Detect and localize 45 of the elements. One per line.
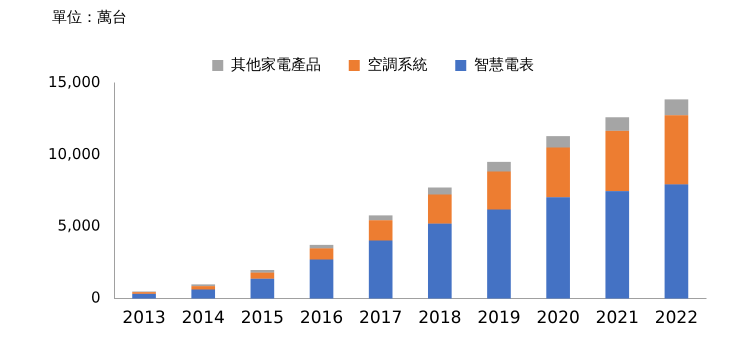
bar: [368, 240, 392, 299]
legend-label: 智慧電表: [474, 55, 534, 74]
bar: [368, 215, 392, 220]
x-tick-label: 2018: [418, 308, 462, 328]
bar: [191, 286, 216, 290]
y-tick-label: 10,000: [48, 144, 100, 163]
x-tick-label: 2016: [300, 308, 344, 328]
bar: [605, 130, 630, 192]
y-tick-label: 0: [90, 288, 100, 306]
legend-label: 其他家電產品: [230, 55, 321, 74]
bar: [250, 278, 274, 299]
bar: [428, 194, 452, 224]
bar: [310, 244, 334, 248]
bar: [487, 162, 511, 172]
y-tick-label: 5,000: [58, 216, 100, 235]
x-tick-label: 2022: [654, 308, 698, 328]
bar: [428, 187, 452, 195]
x-tick-label: 2020: [536, 308, 580, 328]
x-tick-label: 2019: [477, 308, 521, 328]
legend-label: 空調系統: [367, 55, 428, 74]
bar: [664, 99, 688, 116]
x-tick-label: 2014: [182, 308, 225, 328]
bar: [546, 197, 570, 299]
bar: [310, 260, 334, 299]
bar: [605, 191, 630, 299]
bar: [310, 248, 334, 260]
bar: [368, 220, 392, 241]
x-tick-label: 2017: [359, 308, 402, 328]
bar: [428, 224, 452, 299]
bar: [487, 209, 511, 299]
bar: [132, 294, 156, 299]
bar: [664, 115, 688, 184]
bar: [546, 136, 570, 148]
x-tick-label: 2015: [240, 308, 284, 328]
bar: [250, 270, 274, 273]
x-tick-label: 2021: [596, 308, 639, 328]
bar: [546, 148, 570, 198]
bar: [664, 184, 688, 299]
bar: [487, 172, 511, 210]
x-tick-label: 2013: [122, 308, 166, 328]
bar: [250, 272, 274, 279]
bar: [191, 290, 216, 299]
y-tick-label: 15,000: [48, 72, 100, 91]
y-axis-title: 單位：萬台: [52, 8, 127, 27]
bar: [605, 117, 630, 131]
